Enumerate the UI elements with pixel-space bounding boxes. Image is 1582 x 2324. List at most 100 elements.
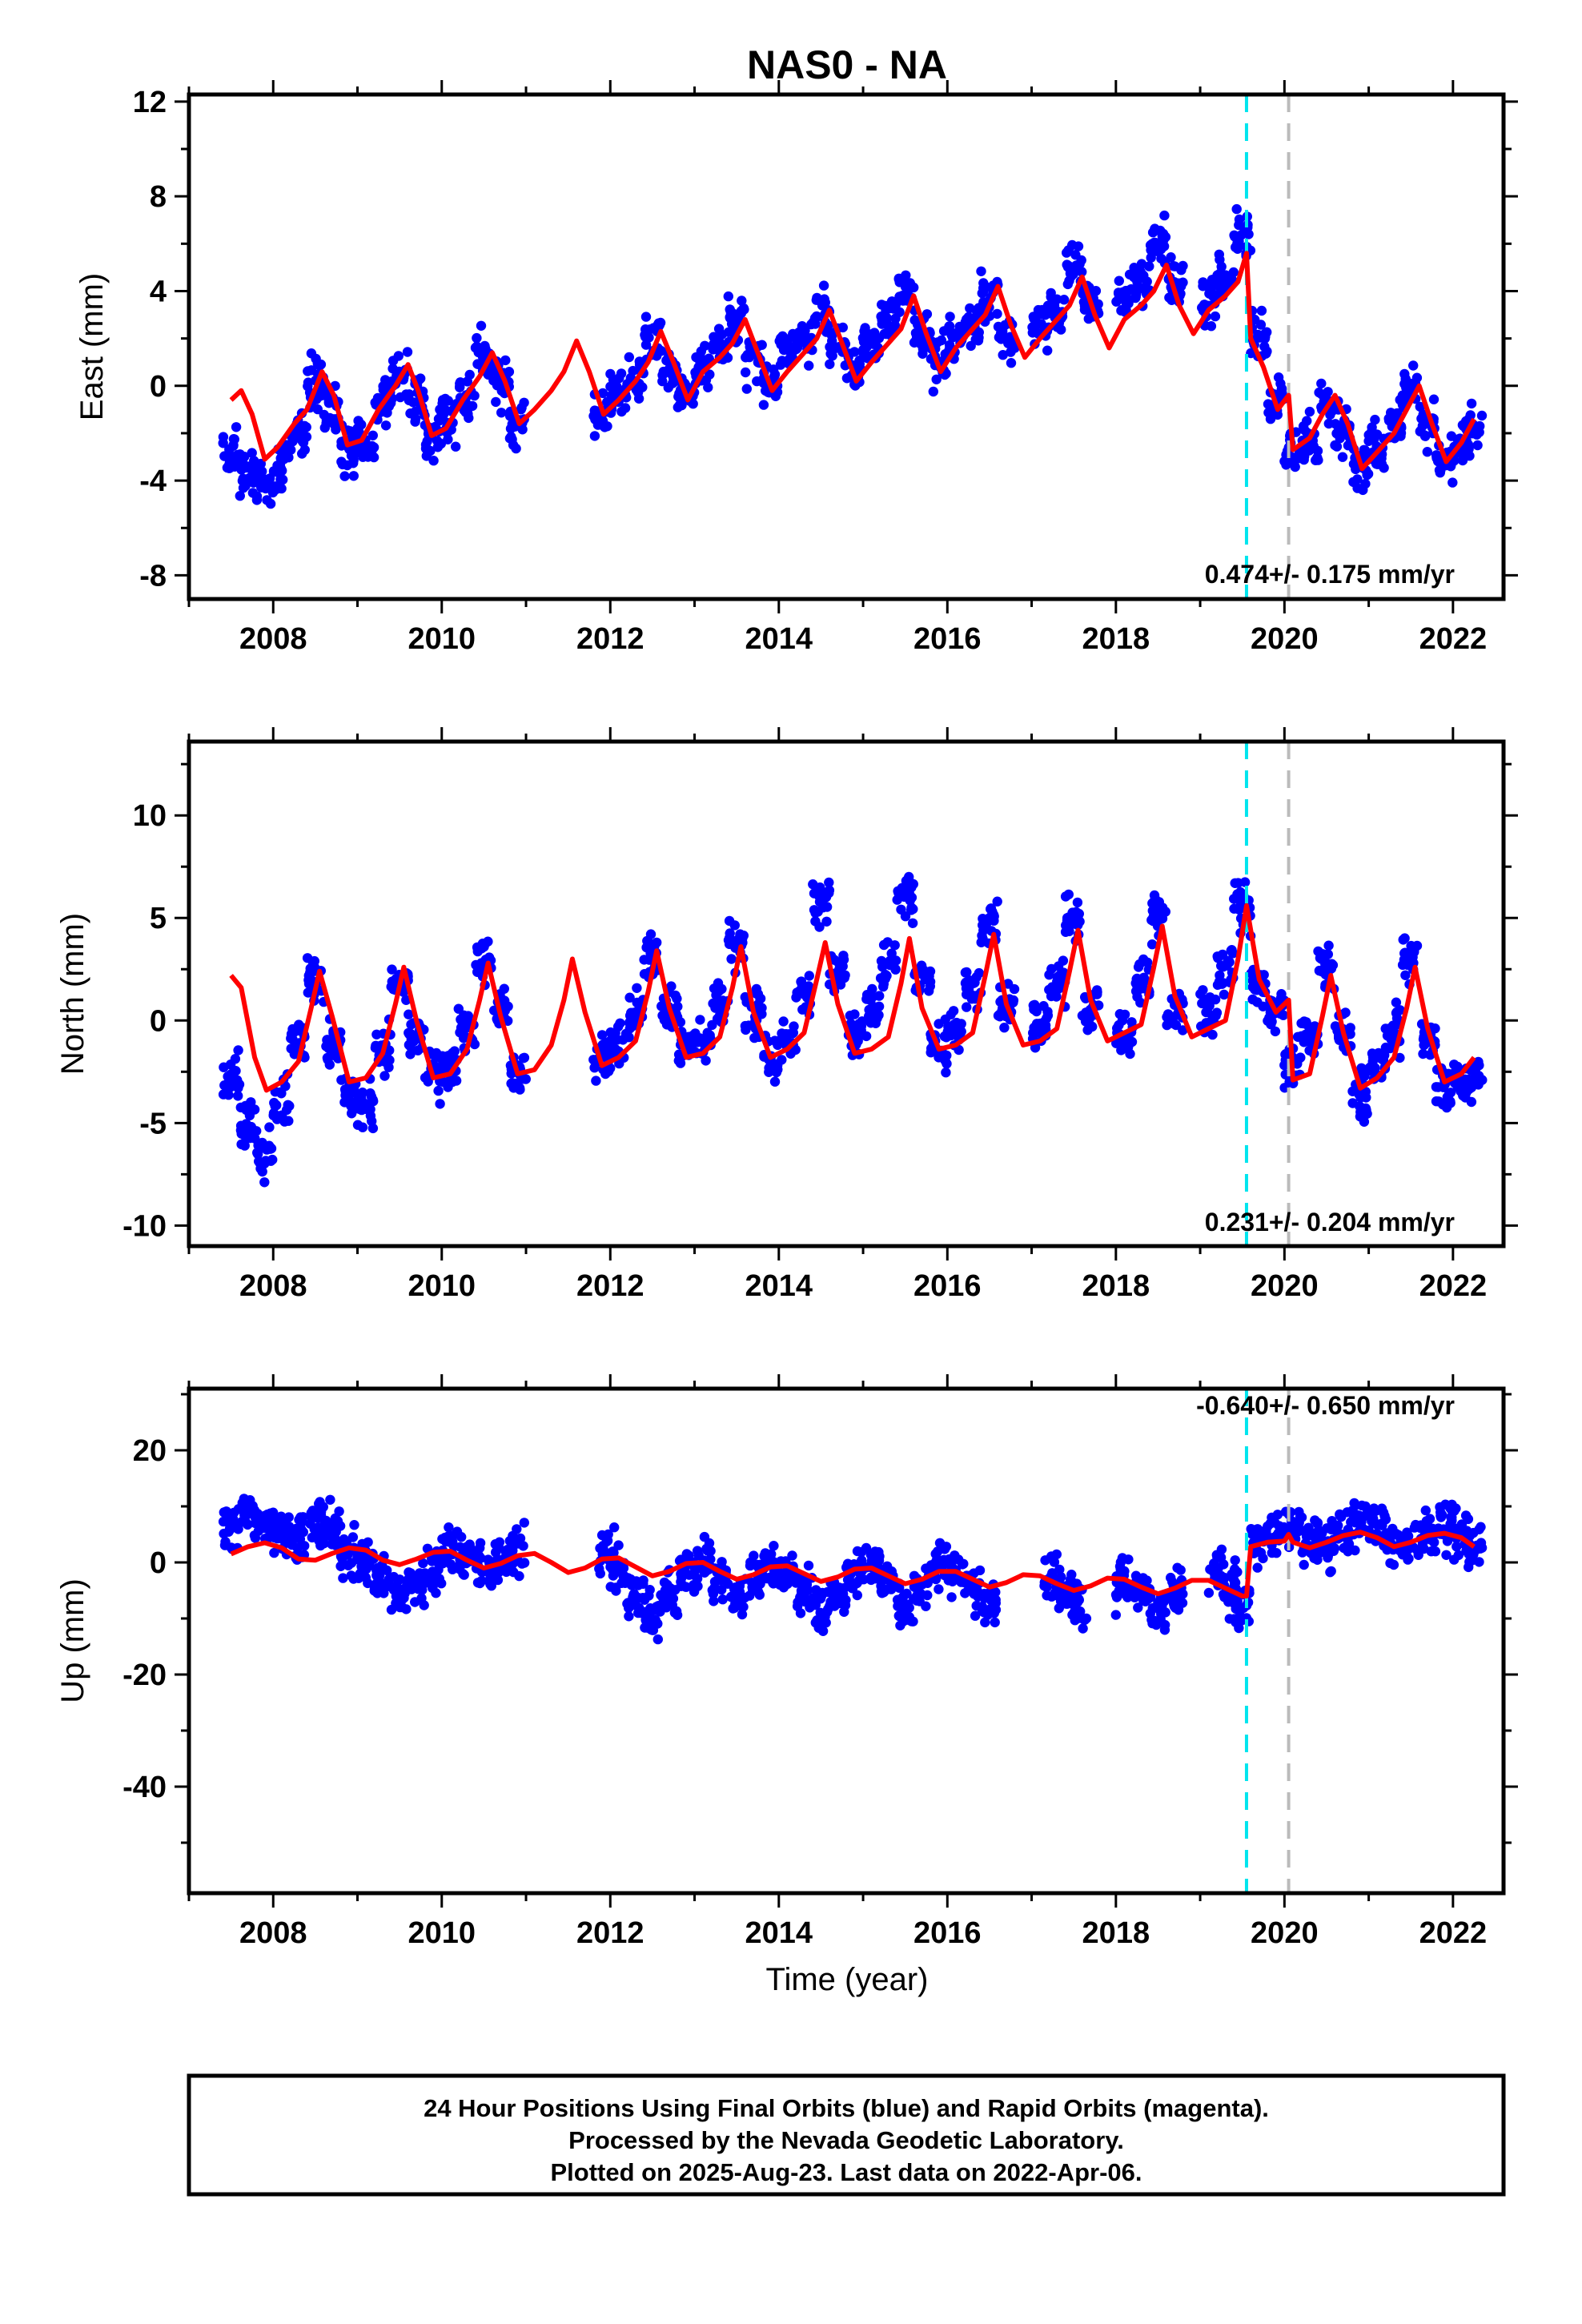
data-point (792, 987, 802, 998)
data-point (367, 444, 378, 454)
data-point (624, 352, 634, 363)
data-point (661, 1602, 672, 1613)
data-point (283, 1512, 294, 1522)
data-point (1367, 1048, 1378, 1059)
data-point (1079, 300, 1090, 312)
data-point (1147, 1618, 1158, 1629)
data-point (703, 382, 713, 392)
data-point (1112, 1023, 1122, 1034)
data-point (1303, 1522, 1314, 1534)
data-point (1275, 389, 1286, 400)
data-point (1159, 1625, 1170, 1635)
x-tick-label: 2016 (913, 1916, 982, 1950)
data-point (1302, 416, 1312, 426)
data-point (910, 328, 921, 339)
data-point (1362, 469, 1372, 480)
data-point (1224, 271, 1235, 281)
data-point (514, 1570, 524, 1582)
data-point (804, 971, 814, 981)
data-point (792, 1601, 803, 1612)
data-point (475, 1578, 485, 1589)
caption-line-2: Processed by the Nevada Geodetic Laborat… (568, 2126, 1124, 2154)
data-point (259, 1177, 270, 1188)
data-point (1146, 1592, 1156, 1602)
data-point (491, 396, 501, 408)
data-point (412, 1045, 424, 1055)
data-point (347, 1532, 359, 1542)
data-point (219, 1540, 231, 1550)
data-point (353, 1554, 363, 1565)
data-point (323, 1530, 335, 1542)
data-point (1359, 1116, 1370, 1128)
data-point (1219, 989, 1230, 1000)
data-point (597, 388, 608, 399)
data-point (661, 355, 672, 366)
data-point (934, 1019, 944, 1029)
data-point (640, 324, 651, 335)
data-point (1231, 241, 1243, 252)
data-point (1214, 976, 1225, 987)
data-point (476, 320, 487, 331)
data-point (378, 384, 388, 395)
data-point (693, 1550, 704, 1561)
data-point (1126, 1036, 1138, 1047)
data-point (781, 336, 793, 346)
data-point (1111, 1038, 1122, 1048)
data-point (463, 1011, 473, 1021)
data-point (827, 336, 837, 346)
data-point (239, 1140, 250, 1151)
y-tick-label: 0 (150, 1004, 167, 1038)
data-point (241, 1518, 251, 1528)
data-point (606, 1035, 616, 1046)
data-point (1315, 1548, 1325, 1558)
data-point (1162, 1019, 1172, 1031)
data-point (252, 464, 263, 474)
data-point (406, 1019, 416, 1030)
data-point (986, 903, 997, 914)
data-point (388, 1571, 400, 1582)
data-point (633, 393, 644, 404)
data-point (962, 989, 972, 1000)
data-point (980, 1617, 990, 1628)
data-point (1215, 1552, 1227, 1563)
data-point (323, 1054, 333, 1065)
data-point (264, 1122, 275, 1132)
data-point (467, 400, 478, 412)
data-point (995, 332, 1006, 342)
data-point (1316, 378, 1327, 389)
data-point (595, 1568, 605, 1579)
data-point (874, 991, 885, 1001)
data-point (474, 359, 484, 370)
rate-label-east: 0.474+/- 0.175 mm/yr (1205, 560, 1455, 589)
data-point (456, 1014, 466, 1025)
data-point (1223, 1597, 1234, 1607)
data-point (1367, 1516, 1377, 1526)
data-point (757, 340, 767, 350)
data-point (387, 976, 397, 987)
data-point (1115, 1557, 1126, 1567)
data-point (455, 378, 465, 389)
data-point (259, 1519, 270, 1530)
y-tick-label: 10 (133, 799, 167, 833)
data-point (1040, 1555, 1050, 1566)
data-point (1251, 985, 1262, 995)
data-point (1403, 955, 1413, 966)
data-point (696, 346, 706, 356)
data-point (865, 1013, 876, 1024)
data-point (1261, 348, 1271, 359)
data-point (1464, 451, 1475, 461)
data-point (518, 1053, 528, 1063)
data-point (644, 1590, 654, 1601)
data-point (353, 416, 363, 426)
data-point (801, 1579, 813, 1590)
data-point (1278, 1010, 1289, 1020)
data-point (852, 1546, 863, 1557)
data-point (1166, 252, 1176, 263)
data-point (1246, 1524, 1256, 1534)
data-point (778, 1016, 789, 1027)
data-point (1331, 428, 1343, 439)
data-point (493, 1541, 504, 1552)
data-point (306, 348, 317, 359)
data-point (656, 346, 666, 356)
data-point (271, 1100, 281, 1111)
